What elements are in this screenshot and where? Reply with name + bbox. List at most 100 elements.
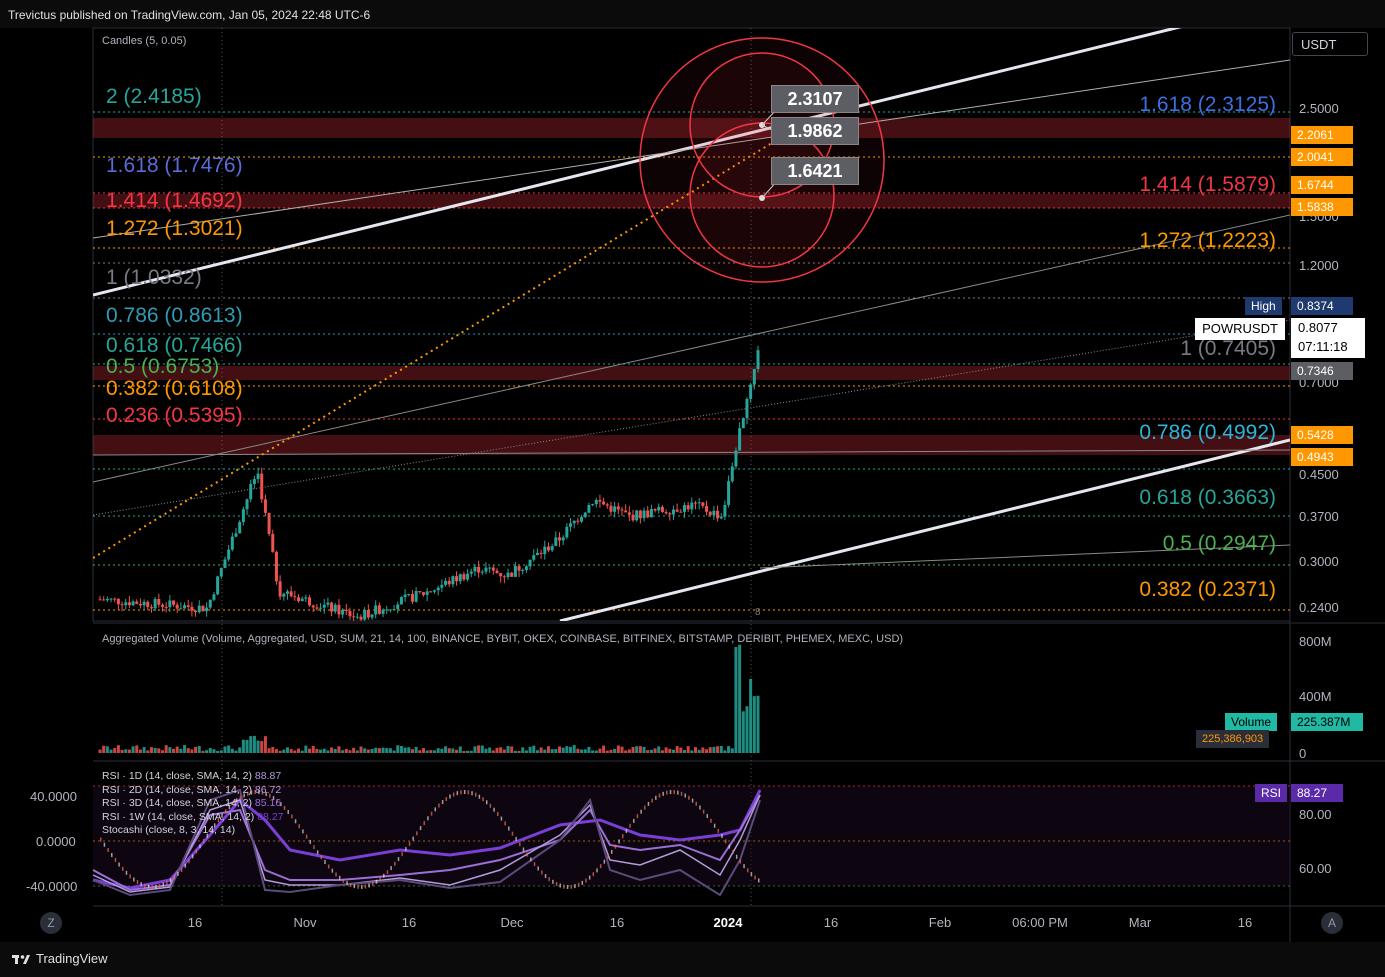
volume-bar: [730, 748, 734, 753]
stoch-mark: [610, 849, 613, 854]
volume-bar: [664, 747, 668, 753]
stoch-mark: [548, 877, 550, 882]
candle-body: [440, 584, 444, 588]
auto-scale-button[interactable]: A: [1321, 912, 1343, 934]
candle-body: [598, 500, 602, 502]
candle-body: [546, 546, 550, 551]
channel-mid-line: [93, 59, 1290, 239]
volume-bar: [550, 749, 554, 753]
tradingview-brand[interactable]: TradingView: [12, 951, 108, 966]
candle-body: [377, 605, 381, 614]
candle-body: [749, 384, 753, 399]
stoch-mark: [394, 861, 396, 866]
candle-body: [697, 502, 701, 504]
volume-bar: [594, 750, 598, 753]
chart-canvas[interactable]: [0, 0, 1385, 942]
candle-body: [135, 601, 139, 604]
stoch-mark: [629, 823, 631, 828]
candle-body: [513, 566, 517, 577]
candle-body: [690, 502, 694, 510]
stoch-mark: [221, 813, 223, 818]
candle-body: [521, 569, 525, 571]
stoch-mark: [658, 793, 661, 798]
candle-body: [455, 576, 459, 582]
volume-bar: [315, 748, 319, 753]
rsi-right-tick: 60.00: [1299, 861, 1332, 876]
volume-bar: [142, 747, 146, 753]
fib-left-0618: 0.618 (0.7466): [106, 334, 243, 357]
price-pane-frame: [92, 27, 1291, 622]
candle-body: [631, 514, 635, 521]
rsi-legend-3d: RSI · 3D (14, close, SMA, 14, 2) 85.16: [102, 797, 282, 809]
stoch-mark: [566, 884, 569, 889]
stoch-mark: [541, 870, 543, 875]
timezone-button[interactable]: Z: [40, 912, 62, 934]
x-tick: 16: [187, 915, 203, 930]
fib-left-1272: 1.272 (1.3021): [106, 217, 243, 240]
volume-bar: [447, 748, 451, 753]
volume-bar: [554, 749, 558, 753]
volume-bar: [333, 749, 337, 753]
candle-body: [480, 571, 484, 573]
stoch-mark: [732, 849, 734, 854]
candle-body: [168, 600, 172, 608]
stoch-mark: [471, 791, 473, 796]
candle-body: [260, 473, 264, 500]
candle-body: [646, 510, 650, 518]
candle-body: [594, 500, 598, 505]
stoch-mark: [750, 872, 753, 877]
stoch-mark: [739, 859, 742, 864]
stoch-mark: [360, 884, 363, 889]
x-tick: Feb: [928, 915, 952, 930]
currency-button[interactable]: USDT: [1292, 32, 1368, 56]
candle-body: [271, 533, 275, 552]
stoch-mark: [375, 879, 378, 884]
vol-tick: 0: [1299, 746, 1307, 761]
candle-body: [105, 598, 109, 601]
candle-body: [363, 609, 367, 620]
candle-body: [635, 510, 639, 521]
candle-body: [473, 566, 477, 572]
volume-bar: [631, 747, 635, 753]
candle-body: [407, 594, 411, 596]
rsi-left-tick: -40.0000: [26, 879, 78, 894]
stoch-mark: [302, 829, 304, 834]
candle-body: [569, 523, 573, 527]
stoch-mark: [114, 857, 117, 862]
stoch-mark: [702, 809, 705, 814]
candle-body: [491, 567, 495, 571]
candle-body: [745, 398, 749, 419]
candle-body: [208, 599, 212, 608]
stoch-mark: [603, 859, 606, 864]
stoch-mark: [508, 826, 510, 831]
volume-bar: [705, 749, 709, 753]
stoch-mark: [706, 814, 709, 819]
stoch-mark: [291, 814, 293, 819]
candle-body: [308, 597, 312, 606]
stoch-mark: [372, 881, 374, 886]
stoch-mark: [544, 874, 547, 879]
channel-upper-line: [93, 28, 1182, 297]
rsi-2d-line: [92, 794, 761, 893]
rsi-label: RSI: [1255, 784, 1288, 802]
stoch-mark: [236, 798, 238, 803]
stoch-mark: [397, 857, 400, 862]
volume-bar: [697, 749, 701, 753]
candle-body: [488, 567, 492, 569]
stoch-mark: [327, 864, 330, 869]
stoch-mark: [555, 881, 558, 886]
stoch-mark: [383, 873, 385, 878]
candle-body: [98, 599, 102, 601]
y-tick: 1.2000: [1299, 258, 1339, 273]
stoch-mark: [272, 796, 275, 801]
candle-body: [524, 566, 528, 570]
volume-bar: [602, 745, 606, 753]
stoch-mark: [456, 791, 459, 796]
candle-body: [701, 502, 705, 506]
candle-body: [352, 616, 356, 618]
stoch-mark: [100, 837, 102, 842]
rsi-right-tick: 80.00: [1299, 807, 1332, 822]
volume-bar: [646, 750, 650, 753]
candle-body: [528, 559, 532, 567]
volume-bar: [539, 747, 543, 753]
